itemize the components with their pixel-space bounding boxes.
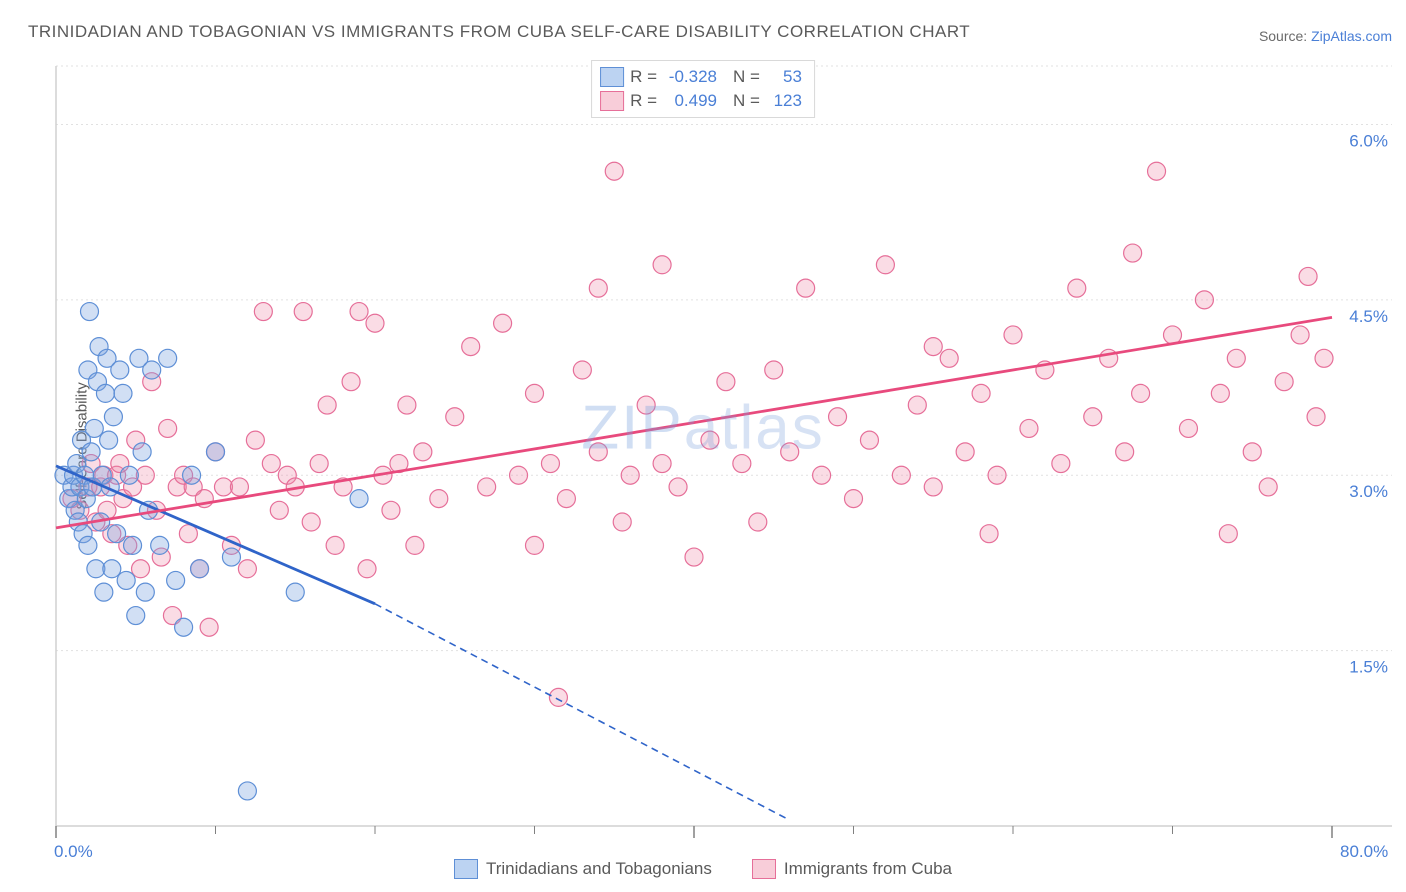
svg-text:4.5%: 4.5% xyxy=(1349,307,1388,326)
legend-swatch xyxy=(454,859,478,879)
legend-r-value: 0.499 xyxy=(663,91,717,111)
series-legend: Trinidadians and Tobagonians Immigrants f… xyxy=(0,859,1406,884)
legend-n-label: N = xyxy=(733,91,760,111)
chart-title: TRINIDADIAN AND TOBAGONIAN VS IMMIGRANTS… xyxy=(28,22,970,42)
legend-r-label: R = xyxy=(630,91,657,111)
legend-swatch xyxy=(752,859,776,879)
legend-swatch xyxy=(600,67,624,87)
legend-series-item: Immigrants from Cuba xyxy=(752,859,952,879)
legend-stat-row: R = -0.328 N = 53 xyxy=(600,65,802,89)
source-link[interactable]: ZipAtlas.com xyxy=(1311,28,1392,44)
svg-text:6.0%: 6.0% xyxy=(1349,131,1388,150)
legend-series-label: Trinidadians and Tobagonians xyxy=(486,859,712,879)
svg-text:3.0%: 3.0% xyxy=(1349,482,1388,501)
correlation-legend: R = -0.328 N = 53 R = 0.499 N = 123 xyxy=(591,60,815,118)
legend-swatch xyxy=(600,91,624,111)
legend-r-label: R = xyxy=(630,67,657,87)
source-label: Source: xyxy=(1259,28,1311,44)
source-attribution: Source: ZipAtlas.com xyxy=(1259,28,1392,44)
svg-text:1.5%: 1.5% xyxy=(1349,658,1388,677)
legend-series-label: Immigrants from Cuba xyxy=(784,859,952,879)
legend-n-value: 53 xyxy=(766,67,802,87)
scatter-plot: 1.5% 3.0% 4.5% 6.0% xyxy=(48,58,1392,866)
legend-n-label: N = xyxy=(733,67,760,87)
legend-series-item: Trinidadians and Tobagonians xyxy=(454,859,712,879)
legend-n-value: 123 xyxy=(766,91,802,111)
legend-stat-row: R = 0.499 N = 123 xyxy=(600,89,802,113)
legend-r-value: -0.328 xyxy=(663,67,717,87)
